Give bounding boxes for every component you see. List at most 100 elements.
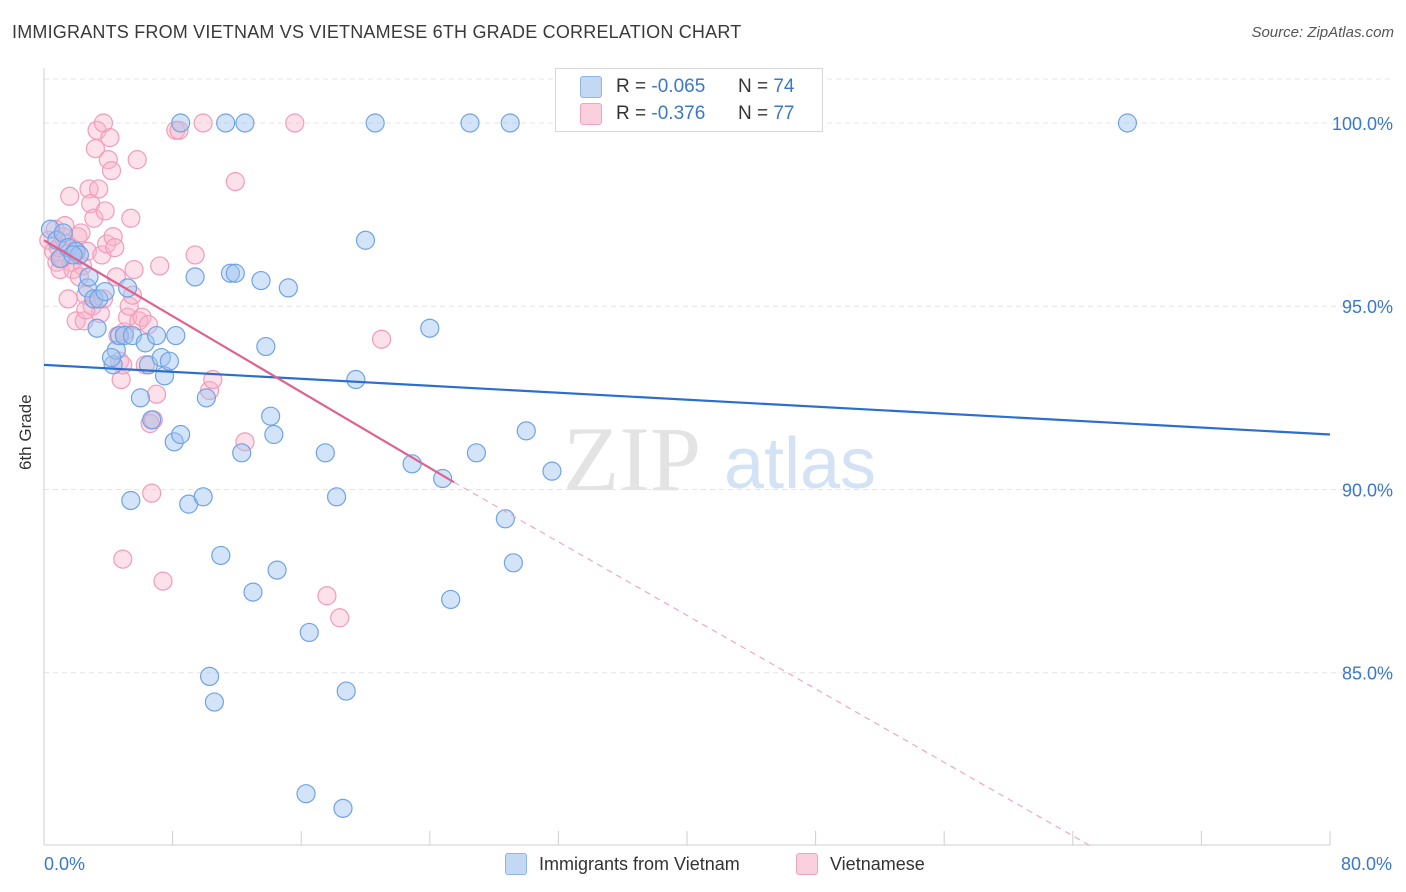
n-label: N = bbox=[737, 76, 769, 97]
data-point-immigrants bbox=[171, 113, 191, 133]
data-point-vietnamese bbox=[127, 150, 147, 170]
data-point-vietnamese bbox=[93, 289, 114, 309]
data-point-immigrants bbox=[267, 560, 287, 580]
data-point-immigrants bbox=[193, 487, 213, 507]
data-point-immigrants bbox=[87, 318, 107, 338]
data-point-immigrants bbox=[164, 432, 184, 452]
data-point-immigrants bbox=[500, 113, 520, 133]
data-point-immigrants bbox=[142, 410, 162, 430]
data-point-vietnamese bbox=[317, 586, 337, 606]
data-point-immigrants bbox=[225, 263, 245, 283]
y-tick-label: 90.0% bbox=[1342, 480, 1393, 500]
data-point-immigrants bbox=[95, 281, 115, 302]
data-point-immigrants bbox=[296, 784, 316, 804]
n-value: 77 bbox=[773, 103, 795, 124]
data-point-vietnamese bbox=[71, 223, 91, 243]
data-point-immigrants bbox=[199, 666, 220, 687]
data-point-immigrants bbox=[211, 545, 231, 566]
data-point-vietnamese bbox=[330, 608, 350, 628]
data-point-vietnamese bbox=[95, 201, 115, 221]
data-point-vietnamese bbox=[76, 300, 96, 320]
x-tick-label-max: 80.0% bbox=[1341, 854, 1392, 874]
data-point-immigrants bbox=[101, 347, 122, 368]
data-point-immigrants bbox=[89, 289, 109, 309]
data-point-immigrants bbox=[365, 113, 385, 133]
data-point-immigrants bbox=[261, 406, 281, 426]
data-point-vietnamese bbox=[285, 113, 305, 133]
data-point-vietnamese bbox=[371, 329, 392, 349]
legend-item-vietnamese: Vietnamese bbox=[796, 852, 925, 876]
data-point-vietnamese bbox=[105, 237, 125, 258]
trend-line-immigrants bbox=[43, 363, 1331, 436]
data-point-vietnamese bbox=[101, 161, 122, 181]
r-value: -0.376 bbox=[651, 103, 706, 124]
y-tick-label: 100.0% bbox=[1332, 114, 1393, 134]
watermark-atlas: atlas bbox=[724, 424, 876, 504]
data-point-vietnamese bbox=[111, 369, 131, 390]
n-label: N = bbox=[737, 103, 769, 124]
r-label: R = bbox=[616, 76, 647, 97]
data-point-vietnamese bbox=[69, 267, 89, 287]
data-point-vietnamese bbox=[82, 296, 102, 316]
data-point-immigrants bbox=[336, 681, 356, 701]
data-point-vietnamese bbox=[124, 259, 144, 280]
legend-swatch-blue bbox=[580, 76, 602, 98]
data-point-immigrants bbox=[121, 490, 141, 511]
data-point-vietnamese bbox=[225, 172, 245, 192]
data-point-immigrants bbox=[171, 424, 191, 445]
data-point-immigrants bbox=[185, 267, 205, 287]
data-point-immigrants bbox=[466, 443, 487, 463]
data-point-vietnamese bbox=[146, 384, 167, 404]
data-point-vietnamese bbox=[138, 314, 159, 335]
legend-label: Immigrants from Vietnam bbox=[539, 853, 740, 874]
data-point-vietnamese bbox=[185, 245, 205, 265]
legend-row-vietnamese: R = -0.376 N = 77 bbox=[580, 101, 794, 127]
data-point-vietnamese bbox=[142, 483, 162, 503]
trend-line-vietnamese bbox=[43, 239, 455, 484]
data-point-immigrants bbox=[256, 336, 276, 357]
data-point-immigrants bbox=[196, 388, 216, 408]
data-point-immigrants bbox=[326, 487, 347, 507]
data-point-immigrants bbox=[130, 388, 151, 408]
data-point-immigrants bbox=[1117, 113, 1138, 133]
legend-swatch-pink bbox=[580, 103, 602, 125]
legend-item-immigrants: Immigrants from Vietnam bbox=[505, 852, 740, 876]
data-point-immigrants bbox=[166, 325, 186, 346]
data-point-vietnamese bbox=[113, 549, 133, 569]
data-point-immigrants bbox=[441, 589, 461, 610]
series-immigrants-points bbox=[40, 113, 1138, 818]
data-point-immigrants bbox=[333, 798, 353, 818]
data-point-vietnamese bbox=[58, 289, 78, 309]
legend-swatch-blue bbox=[505, 853, 527, 875]
data-point-vietnamese bbox=[84, 208, 104, 228]
data-point-vietnamese bbox=[79, 179, 99, 199]
trend-line-vietnamese-extension bbox=[453, 481, 1090, 846]
chart-title: IMMIGRANTS FROM VIETNAM VS VIETNAMESE 6T… bbox=[12, 22, 742, 42]
data-point-immigrants bbox=[40, 219, 61, 239]
data-point-immigrants bbox=[216, 113, 236, 133]
data-point-immigrants bbox=[220, 263, 241, 283]
x-ticks bbox=[43, 831, 1331, 845]
r-value: -0.065 bbox=[651, 76, 706, 97]
data-point-immigrants bbox=[235, 113, 255, 133]
data-point-immigrants bbox=[503, 553, 523, 573]
data-point-vietnamese bbox=[132, 307, 152, 327]
data-point-immigrants bbox=[460, 113, 480, 133]
data-point-vietnamese bbox=[153, 571, 173, 591]
watermark: ZIP atlas bbox=[563, 408, 876, 510]
y-tick-labels: 100.0% 95.0% 90.0% 85.0% bbox=[1332, 114, 1393, 684]
data-point-immigrants bbox=[299, 622, 319, 643]
data-point-immigrants bbox=[346, 369, 366, 390]
data-point-vietnamese bbox=[98, 150, 118, 170]
legend-row-immigrants: R = -0.065 N = 74 bbox=[580, 74, 794, 100]
data-point-vietnamese bbox=[235, 432, 255, 452]
data-point-immigrants bbox=[264, 424, 284, 445]
data-point-immigrants bbox=[516, 421, 536, 441]
data-point-immigrants bbox=[114, 325, 134, 346]
y-tick-label: 95.0% bbox=[1342, 297, 1393, 317]
data-point-immigrants bbox=[232, 443, 252, 463]
data-point-vietnamese bbox=[121, 208, 141, 228]
data-point-vietnamese bbox=[60, 186, 80, 206]
data-point-immigrants bbox=[542, 461, 562, 481]
